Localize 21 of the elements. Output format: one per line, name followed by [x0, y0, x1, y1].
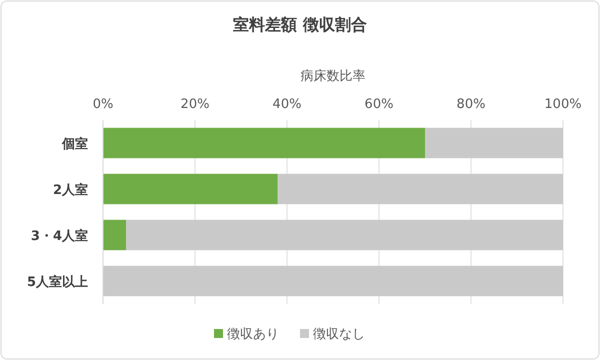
- bar: [126, 220, 563, 250]
- x-tick-label: 60%: [364, 97, 394, 112]
- bar: [425, 128, 563, 158]
- chart-title: 室料差額 徴収割合: [233, 15, 367, 34]
- y-tick-label: 3・4人室: [30, 228, 88, 244]
- bar: [278, 174, 563, 204]
- legend-label: 徴収なし: [313, 327, 365, 342]
- bar: [103, 220, 126, 250]
- x-axis-title: 病床数比率: [300, 68, 366, 84]
- x-tick-label: 80%: [456, 97, 486, 112]
- x-tick-label: 20%: [180, 97, 210, 112]
- bar: [103, 266, 563, 296]
- bar: [103, 174, 278, 204]
- y-tick-label: 5人室以上: [26, 274, 88, 290]
- x-tick-label: 0%: [92, 97, 114, 112]
- x-tick-label: 40%: [272, 97, 302, 112]
- x-tick-label: 100%: [544, 97, 582, 112]
- y-tick-label: 2人室: [52, 182, 88, 198]
- bar: [103, 128, 425, 158]
- legend-label: 徴収あり: [227, 327, 279, 342]
- y-tick-label: 個室: [61, 136, 88, 152]
